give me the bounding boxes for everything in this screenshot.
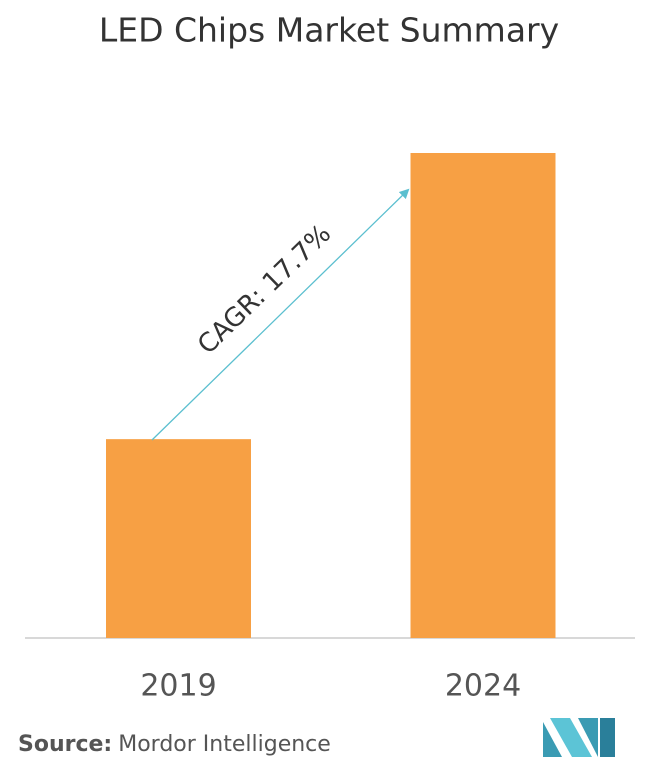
source-label: Source: [18, 732, 112, 757]
logo-shape [550, 718, 592, 757]
chart-title: LED Chips Market Summary [99, 11, 559, 50]
logo-shape [578, 718, 598, 757]
cagr-label: CAGR: 17.7% [192, 219, 337, 360]
bar [106, 439, 251, 638]
x-tick-label: 2019 [140, 669, 216, 704]
x-tick-label: 2024 [445, 669, 521, 704]
cagr-arrow [151, 188, 410, 441]
source-name: Mordor Intelligence [118, 732, 331, 757]
logo-shape [600, 718, 615, 757]
bar [410, 153, 556, 638]
source: Source: Mordor Intelligence [18, 732, 331, 757]
logo [543, 718, 615, 757]
logo-shape [543, 722, 562, 757]
